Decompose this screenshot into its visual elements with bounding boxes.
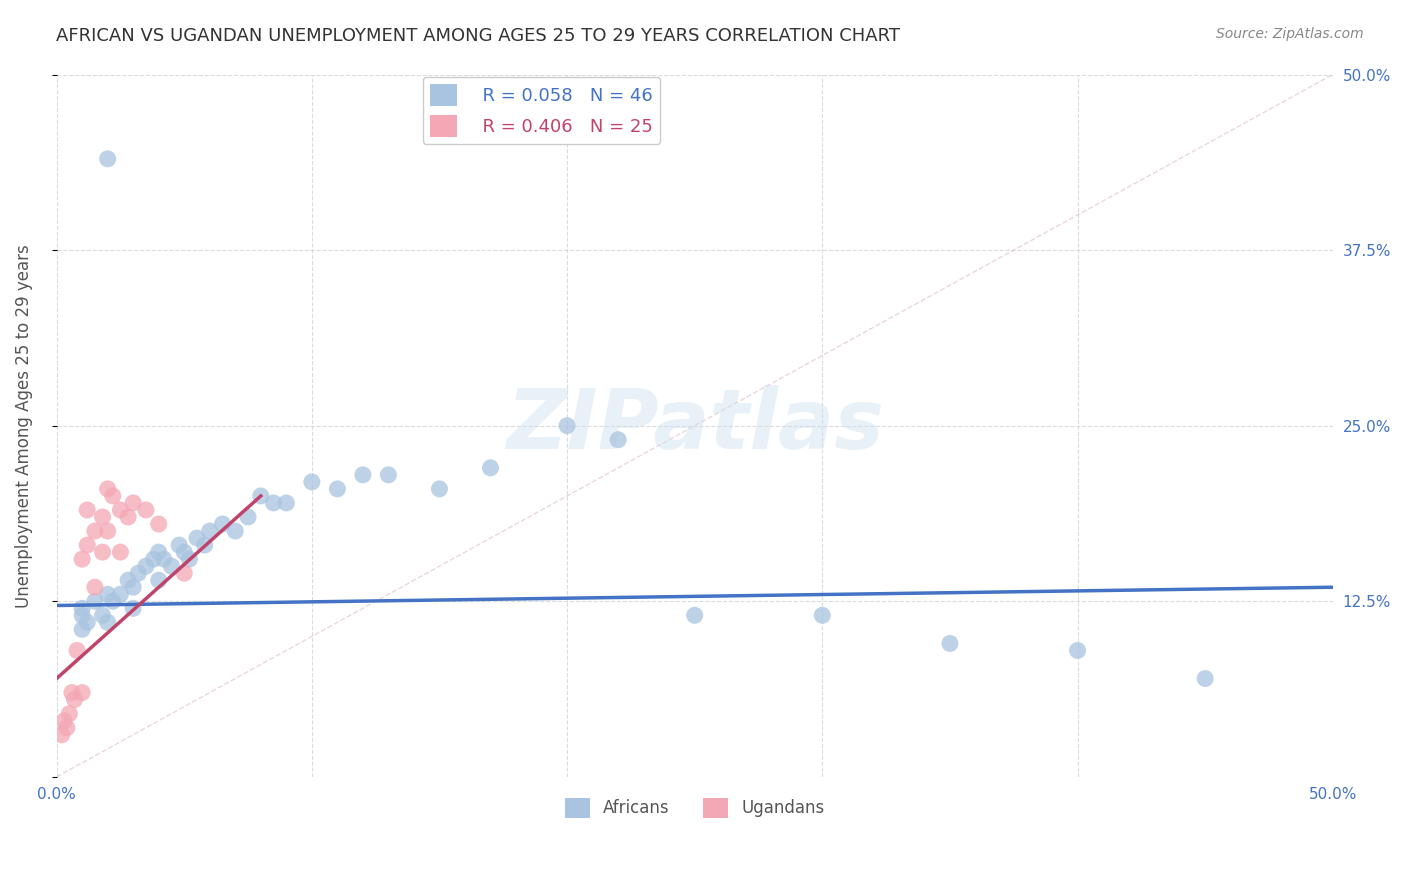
Point (377, 467, 399, 482)
Point (70, 685, 93, 699)
Point (249, 489, 271, 503)
Point (194, 538, 217, 552)
Point (110, 503, 132, 517)
Point (53, 714, 76, 728)
Text: ZIPatlas: ZIPatlas (506, 385, 883, 467)
Text: Source: ZipAtlas.com: Source: ZipAtlas.com (1216, 27, 1364, 41)
Point (66, 643, 89, 657)
Point (1194, 672, 1216, 686)
Point (429, 482, 451, 496)
Point (76, 538, 98, 552)
Point (224, 524, 246, 538)
Point (97, 524, 120, 538)
Point (148, 573, 170, 587)
Point (110, 587, 132, 601)
Point (198, 524, 221, 538)
Point (236, 510, 259, 524)
Point (51, 728, 73, 742)
Point (97, 615, 120, 630)
Point (63, 692, 86, 706)
Point (142, 552, 165, 566)
Point (76, 615, 98, 630)
Point (179, 552, 201, 566)
Y-axis label: Unemployment Among Ages 25 to 29 years: Unemployment Among Ages 25 to 29 years (15, 244, 32, 607)
Point (811, 608, 834, 623)
Point (101, 594, 124, 608)
Point (58, 706, 80, 721)
Point (83, 594, 105, 608)
Point (479, 460, 502, 475)
Point (939, 636, 962, 650)
Point (117, 510, 139, 524)
Point (148, 516, 170, 531)
Point (70, 623, 93, 637)
Point (97, 587, 120, 601)
Point (83, 580, 105, 594)
Point (148, 545, 170, 559)
Point (153, 552, 176, 566)
Point (117, 573, 139, 587)
Point (110, 545, 132, 559)
Point (70, 601, 93, 615)
Point (56, 721, 79, 735)
Point (186, 531, 208, 545)
Point (60, 685, 83, 699)
Point (607, 433, 630, 447)
Point (122, 601, 145, 615)
Point (122, 580, 145, 594)
Point (167, 538, 190, 552)
Point (101, 489, 124, 503)
Point (83, 524, 105, 538)
Point (326, 482, 349, 496)
Point (76, 503, 98, 517)
Point (91, 608, 114, 623)
Point (683, 608, 706, 623)
Point (263, 496, 285, 510)
Point (70, 608, 93, 623)
Point (122, 496, 145, 510)
Point (70, 552, 93, 566)
Point (127, 566, 149, 581)
Point (91, 510, 114, 524)
Point (1066, 643, 1088, 657)
Point (555, 418, 578, 433)
Point (97, 152, 120, 166)
Point (301, 475, 323, 489)
Point (97, 482, 120, 496)
Point (276, 496, 298, 510)
Point (173, 566, 195, 581)
Point (135, 503, 157, 517)
Legend: Africans, Ugandans: Africans, Ugandans (558, 791, 831, 825)
Point (135, 559, 157, 574)
Point (211, 516, 233, 531)
Point (352, 467, 374, 482)
Point (160, 559, 183, 574)
Text: AFRICAN VS UGANDAN UNEMPLOYMENT AMONG AGES 25 TO 29 YEARS CORRELATION CHART: AFRICAN VS UGANDAN UNEMPLOYMENT AMONG AG… (56, 27, 900, 45)
Point (173, 545, 195, 559)
Point (91, 545, 114, 559)
